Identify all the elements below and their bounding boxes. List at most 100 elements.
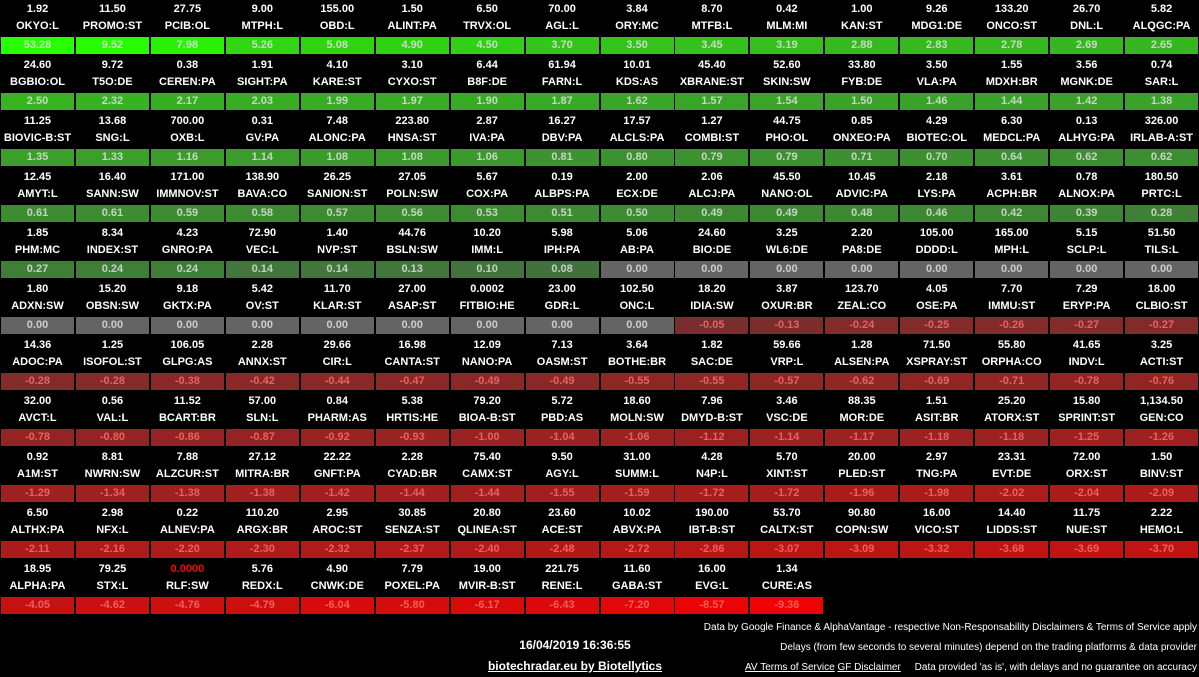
av-terms-link[interactable]: AV Terms of Service xyxy=(745,662,835,673)
ticker-tile: 700.00 OXB:L 1.16 xyxy=(150,112,225,168)
footer-links: AV Terms of Service GF Disclaimer xyxy=(745,662,901,673)
change-bar: 2.69 xyxy=(1050,37,1124,54)
change-bar: 1.50 xyxy=(825,93,899,110)
ticker-name: PBD:AS xyxy=(540,412,584,424)
ticker-tile: 223.80 HNSA:ST 1.08 xyxy=(375,112,450,168)
ticker-tile: 2.95 AROC:ST -2.32 xyxy=(300,504,375,560)
ticker-price: 110.20 xyxy=(245,507,279,519)
ticker-price: 15.20 xyxy=(98,283,127,295)
ticker-tile: 2.97 TNG:PA -1.98 xyxy=(899,448,974,504)
change-bar: 0.24 xyxy=(150,261,224,278)
change-bar: 0.39 xyxy=(1050,205,1124,222)
ticker-price: 16.40 xyxy=(98,171,127,183)
ticker-price: 7.48 xyxy=(326,115,348,127)
ticker-tile: 3.56 MGNK:DE 1.42 xyxy=(1049,56,1124,112)
change-bar: 0.61 xyxy=(1,205,74,222)
ticker-price: 55.80 xyxy=(997,339,1026,351)
ticker-name: NVP:ST xyxy=(317,244,358,256)
ticker-tile: 7.13 OASM:ST -0.49 xyxy=(525,336,600,392)
change-bar: -0.76 xyxy=(1125,373,1199,390)
ticker-tile: 27.75 PCIB:OL 7.98 xyxy=(150,0,225,56)
ticker-name: HRTIS:HE xyxy=(386,412,439,424)
ticker-tile: 2.28 ANNX:ST -0.42 xyxy=(225,336,300,392)
ticker-name: AMYT:L xyxy=(17,188,58,200)
ticker-price: 6.44 xyxy=(476,59,498,71)
ticker-name: OASM:ST xyxy=(536,356,588,368)
ticker-price: 18.95 xyxy=(23,563,52,575)
ticker-price: 72.00 xyxy=(1072,451,1101,463)
ticker-tile: 0.56 VAL:L -0.80 xyxy=(75,392,150,448)
ticker-tile: 5.67 COX:PA 0.53 xyxy=(450,168,525,224)
ticker-name: BIOA-B:ST xyxy=(458,412,516,424)
ticker-tile: 7.96 DMYD-B:ST -1.12 xyxy=(674,392,749,448)
ticker-name: OV:ST xyxy=(245,300,279,312)
ticker-tile: 10.45 ADVIC:PA 0.48 xyxy=(824,168,899,224)
ticker-tile: 90.80 COPN:SW -3.09 xyxy=(824,504,899,560)
delays-note: Delays (from few seconds to several minu… xyxy=(780,642,1197,653)
ticker-name: VICO:ST xyxy=(914,524,960,536)
ticker-name: BIO:DE xyxy=(692,244,732,256)
ticker-tile: 11.50 PROMO:ST 9.52 xyxy=(75,0,150,56)
ticker-tile: 7.29 ERYP:PA -0.27 xyxy=(1049,280,1124,336)
ticker-price: 0.85 xyxy=(851,115,873,127)
gf-disclaimer-link[interactable]: GF Disclaimer xyxy=(837,662,901,673)
ticker-tile: 9.50 AGY:L -1.55 xyxy=(525,448,600,504)
change-bar: -2.09 xyxy=(1125,485,1199,502)
ticker-price: 3.56 xyxy=(1075,59,1098,71)
ticker-tile: 2.06 ALCJ:PA 0.49 xyxy=(674,168,749,224)
change-bar: 0.46 xyxy=(900,205,974,222)
ticker-price: 3.25 xyxy=(776,227,798,239)
ticker-name: XSPRAY:ST xyxy=(906,356,968,368)
ticker-price: 26.25 xyxy=(323,171,352,183)
change-bar: 0.00 xyxy=(600,261,674,278)
ticker-tile: 2.20 PA8:DE 0.00 xyxy=(824,224,899,280)
ticker-name: WL6:DE xyxy=(765,244,808,256)
ticker-price: 52.60 xyxy=(773,59,801,71)
ticker-name: LIDDS:ST xyxy=(986,524,1038,536)
change-bar: 0.00 xyxy=(375,317,449,334)
ticker-name: HNSA:ST xyxy=(387,132,437,144)
ticker-tile: 1.80 ADXN:SW 0.00 xyxy=(0,280,75,336)
change-bar: -0.71 xyxy=(975,373,1049,390)
ticker-price: 0.0002 xyxy=(470,283,504,295)
ticker-tile: 20.00 PLED:ST -1.96 xyxy=(824,448,899,504)
ticker-price: 165.00 xyxy=(994,227,1029,239)
change-bar: 0.00 xyxy=(900,261,974,278)
ticker-name: RENE:L xyxy=(541,580,583,592)
ticker-name: PCIB:OL xyxy=(164,20,210,32)
ticker-price: 5.82 xyxy=(1150,3,1173,15)
ticker-price: 2.22 xyxy=(1150,507,1173,519)
change-bar: 0.59 xyxy=(150,205,224,222)
change-bar: 2.78 xyxy=(975,37,1049,54)
ticker-price: 12.09 xyxy=(473,339,501,351)
ticker-name: POLN:SW xyxy=(386,188,439,200)
ticker-name: PLED:ST xyxy=(838,468,886,480)
change-bar: 4.50 xyxy=(450,37,524,54)
ticker-tile: 4.10 KARE:ST 1.99 xyxy=(300,56,375,112)
ticker-name: B8F:DE xyxy=(467,76,507,88)
ticker-tile: 0.19 ALBPS:PA 0.51 xyxy=(525,168,600,224)
change-bar: 1.99 xyxy=(300,93,374,110)
ticker-name: GKTX:PA xyxy=(163,300,212,312)
ticker-tile: 27.12 MITRA:BR -1.38 xyxy=(225,448,300,504)
ticker-price: 5.38 xyxy=(401,395,423,407)
change-bar: -0.57 xyxy=(750,373,824,390)
ticker-tile: 15.20 OBSN:SW 0.00 xyxy=(75,280,150,336)
data-source: Data by Google Finance & AlphaVantage - … xyxy=(703,622,1197,633)
ticker-name: ALHYG:PA xyxy=(1058,132,1115,144)
ticker-tile: 33.80 FYB:DE 1.50 xyxy=(824,56,899,112)
change-bar: 0.51 xyxy=(525,205,599,222)
ticker-name: QLINEA:ST xyxy=(457,524,517,536)
ticker-name: VRP:L xyxy=(770,356,804,368)
ticker-name: MVIR-B:ST xyxy=(458,580,516,592)
ticker-price: 326.00 xyxy=(1144,115,1179,127)
ticker-price: 30.85 xyxy=(398,507,426,519)
site-link[interactable]: biotechradar.eu by Biotellytics xyxy=(487,659,663,673)
ticker-price: 72.90 xyxy=(248,227,277,239)
ticker-tile: 180.50 PRTC:L 0.28 xyxy=(1124,168,1199,224)
ticker-grid: 1.92 OKYO:L 53.28 11.50 PROMO:ST 9.52 27.75 PCI… xyxy=(0,0,1199,614)
change-bar: -2.37 xyxy=(375,541,449,558)
ticker-name: ALQGC:PA xyxy=(1132,20,1191,32)
ticker-price: 1.80 xyxy=(26,283,49,295)
change-bar: -0.38 xyxy=(150,373,224,390)
